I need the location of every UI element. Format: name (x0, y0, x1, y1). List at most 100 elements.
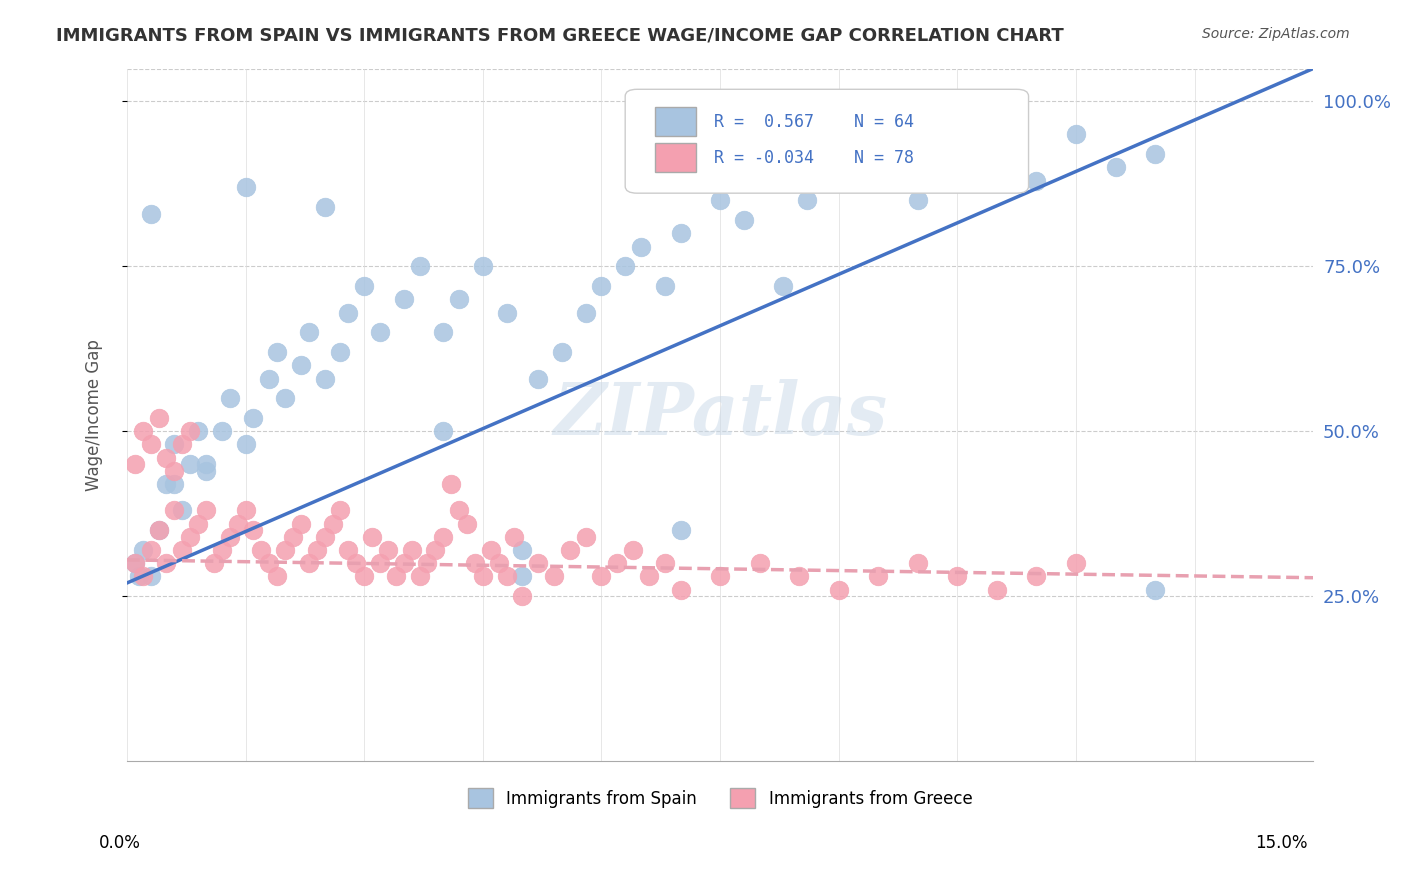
Y-axis label: Wage/Income Gap: Wage/Income Gap (86, 339, 103, 491)
Point (139, 543, 162, 558)
Text: R = -0.034    N = 78: R = -0.034 N = 78 (714, 149, 914, 167)
Point (1104, 161, 1126, 175)
Point (828, 582, 851, 597)
Point (512, 543, 534, 558)
Point (449, 503, 471, 517)
Point (155, 556, 177, 570)
FancyBboxPatch shape (655, 144, 696, 172)
Point (1144, 582, 1167, 597)
Point (558, 543, 581, 558)
Point (242, 411, 264, 425)
Point (298, 326, 321, 340)
Point (124, 457, 146, 471)
Point (392, 293, 415, 307)
Point (250, 543, 273, 558)
Point (377, 543, 399, 558)
Point (669, 582, 692, 597)
Point (946, 569, 969, 583)
Legend: Immigrants from Spain, Immigrants from Greece: Immigrants from Spain, Immigrants from G… (461, 781, 979, 815)
Point (606, 556, 628, 570)
Point (226, 516, 249, 531)
Point (575, 530, 598, 544)
Point (709, 569, 731, 583)
Point (440, 477, 463, 491)
Point (337, 305, 360, 319)
Point (266, 569, 288, 583)
FancyBboxPatch shape (655, 107, 696, 136)
Point (139, 437, 162, 451)
Point (591, 279, 613, 293)
Point (322, 516, 344, 531)
Point (361, 530, 384, 544)
Text: ZIPatlas: ZIPatlas (553, 379, 887, 450)
Point (163, 477, 186, 491)
Point (1144, 147, 1167, 161)
Point (172, 543, 194, 558)
FancyBboxPatch shape (626, 89, 1029, 194)
Point (259, 556, 281, 570)
Point (218, 392, 240, 406)
Point (1025, 174, 1047, 188)
Text: IMMIGRANTS FROM SPAIN VS IMMIGRANTS FROM GREECE WAGE/INCOME GAP CORRELATION CHAR: IMMIGRANTS FROM SPAIN VS IMMIGRANTS FROM… (56, 27, 1064, 45)
Point (139, 569, 162, 583)
Point (353, 279, 375, 293)
Text: 0.0%: 0.0% (98, 834, 141, 852)
Point (211, 543, 233, 558)
Point (148, 523, 170, 537)
Point (290, 359, 312, 373)
Point (266, 345, 288, 359)
Text: Source: ZipAtlas.com: Source: ZipAtlas.com (1202, 27, 1350, 41)
Point (148, 411, 170, 425)
Point (195, 464, 218, 478)
Point (709, 194, 731, 208)
Text: R =  0.567    N = 64: R = 0.567 N = 64 (714, 113, 914, 131)
Point (392, 556, 415, 570)
Point (456, 516, 478, 531)
Point (195, 457, 218, 471)
Point (787, 569, 810, 583)
Point (139, 206, 162, 220)
Point (551, 345, 574, 359)
Point (353, 569, 375, 583)
Point (124, 556, 146, 570)
Point (235, 503, 257, 517)
Point (314, 530, 336, 544)
Point (202, 556, 225, 570)
Point (946, 161, 969, 175)
Point (851, 174, 873, 188)
Point (733, 213, 755, 227)
Point (155, 477, 177, 491)
Point (748, 556, 770, 570)
Point (495, 569, 517, 583)
Point (148, 523, 170, 537)
Point (163, 437, 186, 451)
Point (408, 569, 430, 583)
Point (425, 543, 447, 558)
Point (1064, 556, 1087, 570)
Point (654, 556, 676, 570)
Point (621, 543, 644, 558)
Point (298, 556, 321, 570)
Point (124, 556, 146, 570)
Point (503, 530, 526, 544)
Text: 15.0%: 15.0% (1256, 834, 1308, 852)
Point (614, 260, 637, 274)
Point (432, 530, 454, 544)
Point (416, 556, 439, 570)
Point (669, 227, 692, 241)
Point (575, 305, 598, 319)
Point (195, 503, 218, 517)
Point (128, 569, 150, 583)
Point (868, 147, 890, 161)
Point (155, 450, 177, 465)
Point (432, 326, 454, 340)
Point (488, 556, 510, 570)
Point (179, 530, 201, 544)
Point (344, 556, 367, 570)
Point (543, 569, 565, 583)
Point (337, 543, 360, 558)
Point (132, 425, 155, 439)
Point (772, 279, 794, 293)
Point (527, 556, 550, 570)
Point (368, 556, 391, 570)
